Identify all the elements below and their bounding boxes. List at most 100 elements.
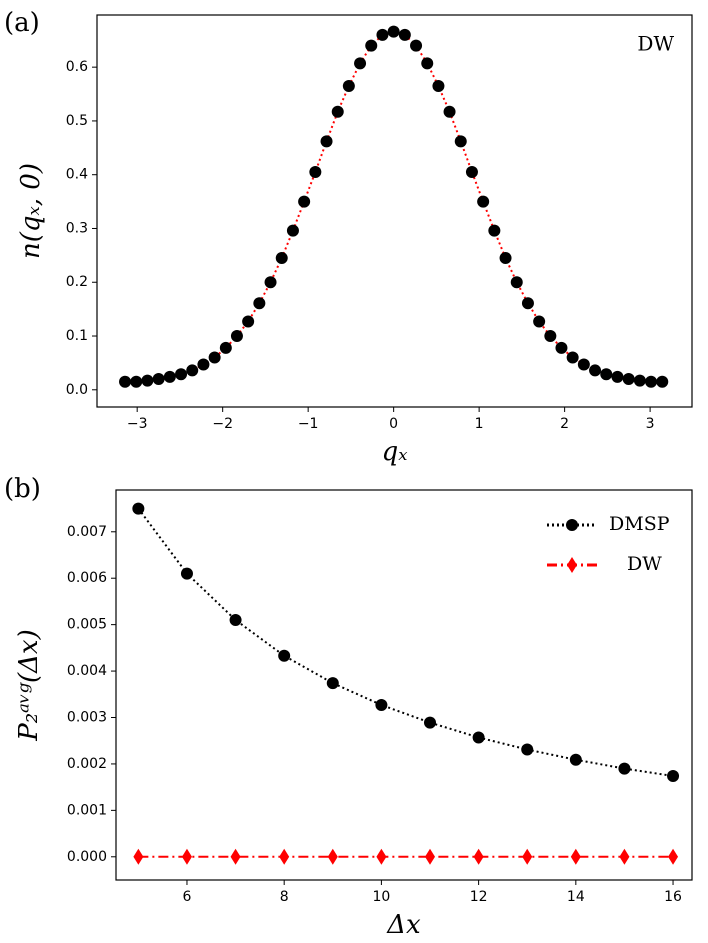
marker: [376, 28, 389, 41]
marker: [342, 79, 355, 92]
legend-label: DMSP: [609, 513, 670, 535]
marker: [229, 614, 242, 626]
x-axis-label: qₓ: [382, 437, 408, 467]
x-tick-label: 14: [567, 889, 585, 905]
x-tick-label: −3: [127, 416, 148, 432]
marker: [569, 753, 582, 766]
plot-frame: [115, 489, 693, 881]
x-tick-label: 0: [389, 416, 398, 432]
marker: [387, 25, 400, 38]
y-tick-label: 0.001: [67, 802, 107, 818]
marker: [309, 166, 322, 179]
marker: [645, 375, 658, 388]
marker: [488, 224, 501, 237]
marker: [555, 341, 568, 354]
y-axis-label: P₂ᵃᵛᵍ(Δx): [14, 629, 44, 742]
marker: [424, 716, 437, 729]
marker: [410, 39, 423, 52]
marker: [152, 373, 165, 386]
y-tick-label: 0.004: [67, 663, 107, 679]
marker: [443, 105, 456, 118]
marker: [577, 358, 590, 371]
y-axis-label: n(qₓ, 0): [16, 163, 46, 259]
marker: [130, 375, 143, 388]
marker: [465, 166, 478, 179]
panel-label: (b): [4, 474, 41, 504]
marker: [454, 135, 467, 148]
legend-marker: [566, 519, 578, 531]
panel-label: (a): [4, 8, 40, 38]
marker: [181, 848, 192, 865]
y-tick-label: 0.4: [66, 167, 88, 183]
marker: [320, 135, 333, 148]
y-tick-label: 0.000: [67, 849, 107, 865]
marker: [425, 848, 436, 865]
marker: [473, 848, 484, 865]
marker: [230, 330, 243, 343]
marker: [421, 57, 434, 70]
marker: [376, 848, 387, 865]
y-tick-label: 0.3: [66, 220, 88, 236]
marker: [326, 677, 339, 690]
marker: [253, 297, 266, 310]
marker: [327, 848, 338, 865]
y-tick-label: 0.006: [67, 570, 107, 586]
legend-label: DW: [627, 553, 662, 575]
marker: [522, 848, 533, 865]
marker: [186, 364, 199, 377]
marker: [619, 848, 630, 865]
marker: [219, 341, 232, 354]
marker: [618, 762, 631, 775]
y-tick-label: 0.2: [66, 274, 88, 290]
x-tick-label: 10: [372, 889, 390, 905]
marker: [668, 848, 679, 865]
marker: [472, 731, 485, 744]
x-tick-label: 2: [560, 416, 569, 432]
marker: [298, 195, 311, 208]
marker: [611, 370, 624, 383]
marker: [432, 79, 445, 92]
marker: [286, 224, 299, 237]
y-tick-label: 0.005: [67, 617, 107, 633]
marker: [163, 370, 176, 383]
marker: [354, 57, 367, 70]
y-tick-label: 0.007: [67, 524, 107, 540]
y-tick-label: 0.0: [66, 382, 88, 398]
marker: [600, 368, 613, 381]
marker: [521, 297, 534, 310]
marker: [141, 374, 154, 387]
x-tick-label: 16: [664, 889, 682, 905]
annotation: DW: [637, 32, 674, 56]
marker: [230, 848, 241, 865]
marker: [544, 330, 557, 343]
x-tick-label: 12: [470, 889, 488, 905]
marker: [132, 502, 145, 515]
marker: [398, 28, 411, 41]
marker: [275, 252, 288, 265]
x-tick-label: 1: [475, 416, 484, 432]
y-tick-label: 0.002: [67, 756, 107, 772]
marker: [175, 368, 188, 381]
marker: [278, 649, 291, 662]
plot-frame: [96, 14, 693, 408]
marker: [242, 315, 255, 328]
marker: [566, 351, 579, 364]
marker: [331, 105, 344, 118]
marker: [197, 358, 210, 371]
marker: [264, 276, 277, 289]
marker: [180, 567, 193, 580]
series-line: [137, 507, 674, 777]
legend-marker: [567, 557, 577, 573]
marker: [133, 848, 144, 865]
marker: [208, 351, 221, 364]
y-tick-label: 0.6: [66, 59, 88, 75]
x-tick-label: 8: [280, 889, 289, 905]
marker: [633, 374, 646, 387]
marker: [119, 375, 132, 388]
series-line: [125, 30, 663, 383]
y-tick-label: 0.003: [67, 710, 107, 726]
x-axis-label: Δx: [386, 910, 421, 940]
marker: [533, 315, 546, 328]
marker: [375, 698, 388, 711]
